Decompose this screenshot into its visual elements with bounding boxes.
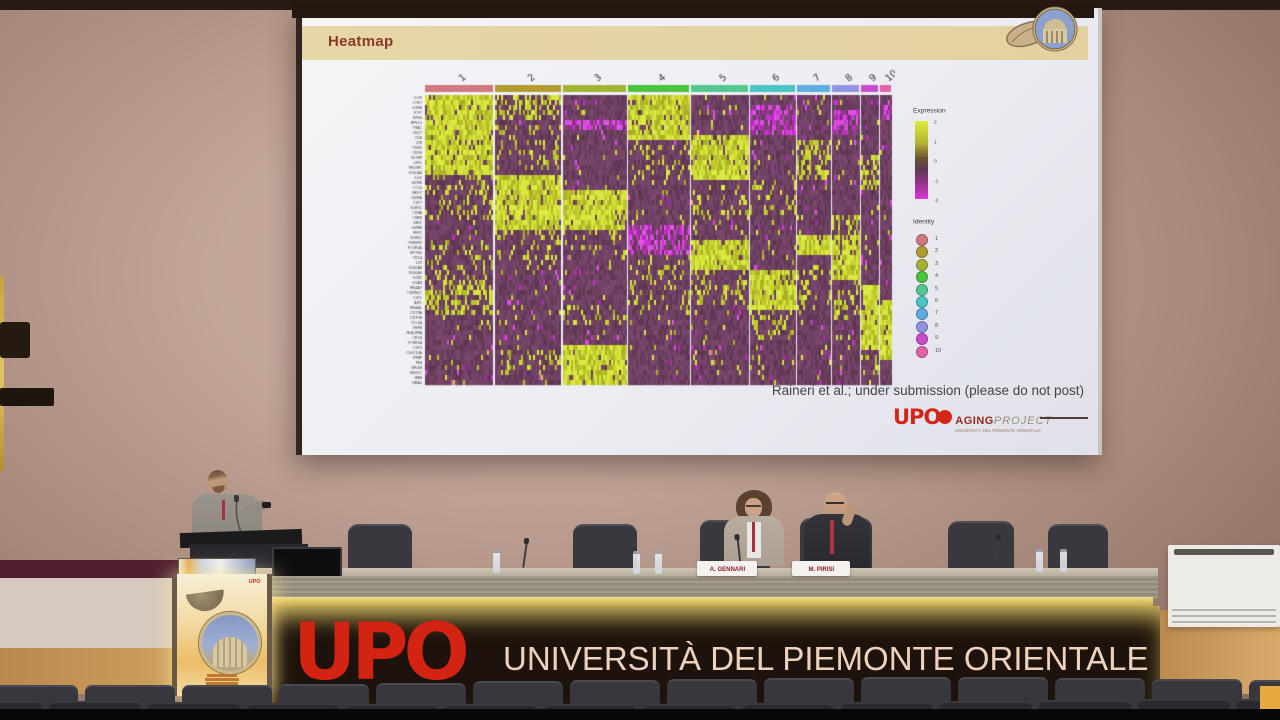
radiator-panel: [1168, 545, 1280, 627]
identity-dot-icon: [916, 333, 928, 346]
upo-logo-text: UPO: [893, 405, 941, 429]
man-lanyard: [830, 520, 834, 554]
identity-label: 3: [935, 259, 939, 266]
rollup-banner: UPO: [172, 574, 272, 696]
empty-chair: [1048, 524, 1108, 576]
aging-text: AGING: [955, 415, 994, 427]
woman-glasses: [746, 505, 761, 507]
water-bottle: [1060, 549, 1067, 572]
identity-label: 5: [935, 284, 939, 291]
identity-dot-icon: [916, 345, 928, 358]
identity-label: 8: [935, 321, 939, 328]
identity-legend-title: Identity: [913, 218, 935, 226]
water-bottle: [633, 551, 640, 574]
nameplate-text: M. PIRISI: [808, 566, 834, 573]
screen-bezel: [292, 5, 1094, 18]
presenter-clicker: [262, 502, 271, 508]
identity-dot-icon: [916, 320, 928, 333]
water-bottle: [1036, 549, 1043, 572]
identity-legend: Identity 1 2 3 4 5 6 7 8 9 10: [913, 218, 948, 358]
empty-chair: [948, 521, 1014, 576]
radiator-slot: [1174, 549, 1274, 555]
banner-photo-half-circle: [185, 589, 227, 614]
identity-label: 10: [935, 346, 942, 353]
slide-attribution: Raineri et al.; under submission (please…: [771, 383, 1084, 398]
identity-label: 6: [935, 297, 939, 303]
slide-header-band: [302, 26, 1088, 60]
logo-subtitle: UNIVERSITÀ DEL PIEMONTE ORIENTALE: [955, 428, 1042, 433]
nameplate-text: A. GENNARI: [709, 566, 745, 573]
woman-lanyard: [752, 522, 755, 552]
nameplate: A. GENNARI: [697, 561, 757, 576]
warm-light-spot: [1260, 686, 1280, 712]
man-head: [824, 492, 847, 517]
logo-rule-line: [1040, 417, 1088, 419]
expression-legend: Expression 2 1 0 -1 -2: [913, 107, 967, 203]
identity-dot-icon: [916, 296, 928, 308]
expression-legend-title: Expression: [913, 107, 946, 115]
identity-label: 9: [935, 334, 939, 341]
expression-gradient-bar: [915, 121, 928, 199]
upo-aging-project-logo: UPO AGINGPROJECT UNIVERSITÀ DEL PIEMONTE …: [893, 405, 1111, 437]
banner-text-line: [207, 674, 237, 677]
man-glasses: [826, 502, 844, 504]
expression-tick-label: 2: [934, 119, 937, 125]
panel-desk-fascia: [255, 576, 1158, 599]
expression-tick-label: 0: [934, 158, 937, 164]
banner-dome-circle: [199, 612, 261, 674]
identity-label: 4: [935, 272, 939, 279]
project-text: PROJECT: [993, 415, 1053, 427]
identity-dot-icon: [916, 271, 928, 284]
nameplate: M. PIRISI: [792, 561, 850, 576]
water-bottle: [493, 550, 500, 573]
identity-dot-icon: [916, 283, 928, 296]
panelist-man: [800, 486, 876, 578]
identity-dot-icon: [916, 308, 928, 321]
banner-upo-logo: UPO: [249, 578, 261, 584]
identity-dot-icon: [916, 246, 928, 259]
university-seal-icon: [1006, 6, 1078, 52]
upo-logo-dot-icon: [938, 410, 953, 424]
heatmap-plot: [365, 66, 895, 388]
identity-dot-icon: [916, 234, 928, 246]
radiator-line: [1172, 621, 1276, 623]
dome-building-icon: [213, 637, 247, 667]
panelist-woman: [722, 486, 792, 576]
wall-light-strip: [0, 276, 4, 471]
banner-text-line: [206, 682, 238, 685]
lower-wall: [0, 578, 176, 654]
expression-tick-label: 1: [934, 138, 937, 145]
banner-text-line: [205, 678, 239, 681]
stage-university-name: UNIVERSITÀ DEL PIEMONTE ORIENTALE: [503, 640, 1149, 677]
expression-tick-label: -1: [934, 177, 939, 184]
wall-camera: [0, 322, 30, 669]
identity-label: 7: [935, 309, 939, 316]
man-suit: [804, 514, 870, 568]
wall-vent: [0, 388, 54, 406]
identity-label: 1: [935, 235, 939, 241]
radiator-line: [1172, 615, 1276, 617]
slide-title: Heatmap: [328, 33, 394, 50]
speaker-lanyard: [222, 500, 225, 520]
water-bottle: [655, 551, 662, 574]
woman-face: [745, 498, 762, 517]
letterbox-bar: [0, 709, 1280, 720]
identity-dot-icon: [916, 258, 928, 271]
identity-label: 2: [935, 247, 939, 254]
radiator-line: [1172, 609, 1276, 611]
expression-tick-label: -2: [934, 197, 939, 203]
